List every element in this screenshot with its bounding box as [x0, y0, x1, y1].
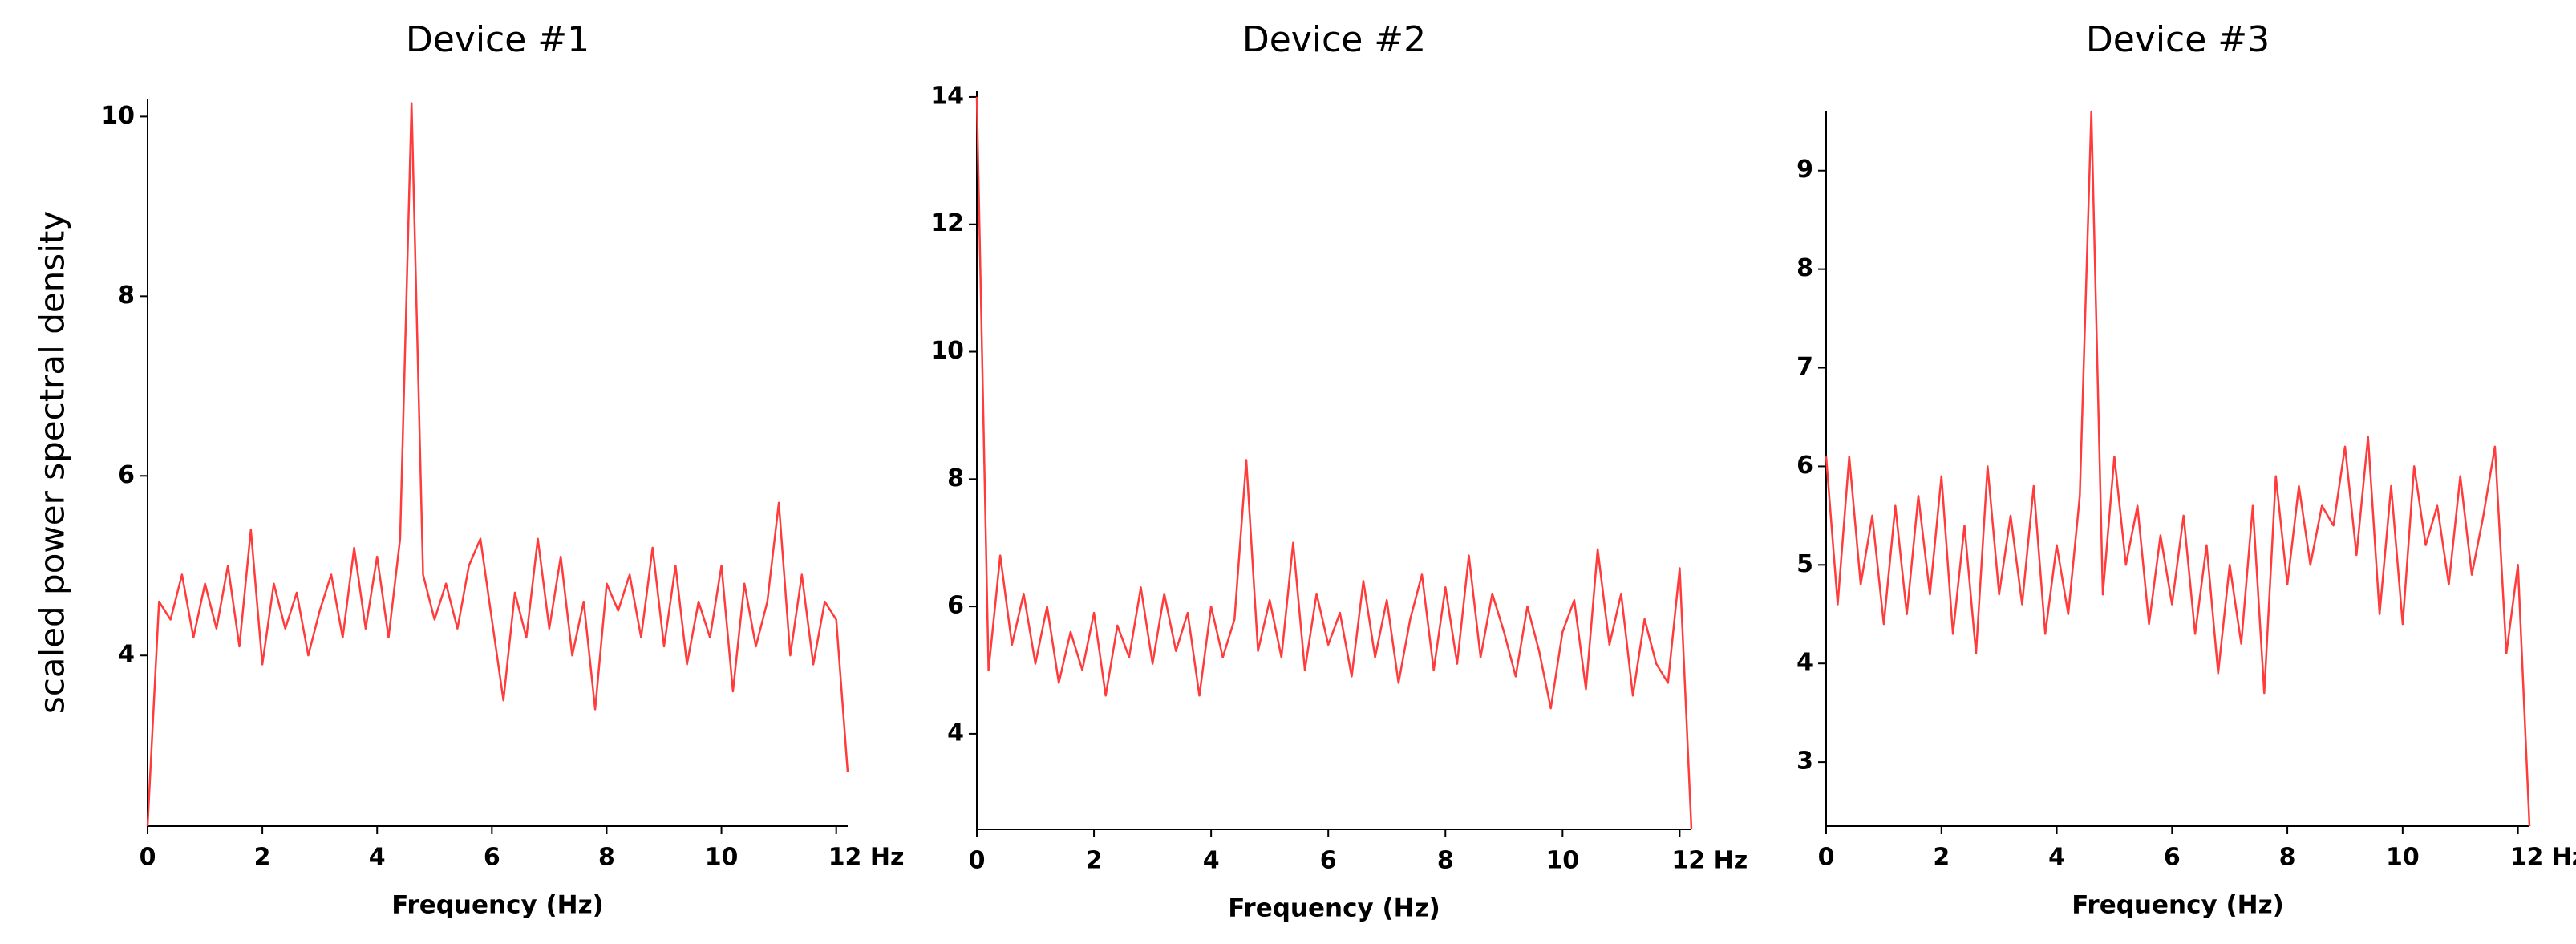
y-tick-label: 10 — [930, 337, 964, 365]
y-tick-label: 5 — [1796, 550, 1813, 578]
y-tick-label: 10 — [101, 102, 135, 130]
x-tick-label: 8 — [2279, 844, 2296, 872]
y-tick-label: 4 — [1796, 649, 1813, 677]
x-tick-label: 4 — [2048, 844, 2065, 872]
y-tick-label: 12 — [930, 209, 964, 237]
x-tick-label: 12 Hz — [828, 844, 905, 872]
y-tick-label: 3 — [1796, 748, 1813, 776]
x-tick-label: 8 — [598, 844, 615, 872]
x-tick-label: 12 Hz — [1671, 847, 1748, 875]
x-axis-label: Frequency (Hz) — [391, 891, 604, 920]
x-tick-label: 2 — [254, 844, 271, 872]
y-tick-label: 6 — [947, 592, 964, 620]
x-tick-label: 10 — [2386, 844, 2420, 872]
y-tick-label: 7 — [1796, 353, 1813, 381]
spectrum-line — [975, 96, 1693, 830]
y-tick-label: 4 — [947, 719, 964, 747]
chart-title: Device #2 — [1242, 19, 1426, 60]
y-tick-label: 8 — [1796, 254, 1813, 282]
y-tick-label: 14 — [930, 82, 964, 110]
x-tick-label: 12 Hz — [2510, 844, 2576, 872]
spectrum-line — [1825, 110, 2531, 827]
x-tick-label: 2 — [1933, 844, 1950, 872]
y-tick-label: 6 — [118, 461, 135, 489]
x-tick-label: 6 — [484, 844, 500, 872]
x-tick-label: 4 — [1203, 847, 1220, 875]
x-tick-label: 0 — [969, 847, 986, 875]
chart-title: Device #3 — [2086, 19, 2270, 60]
y-tick-label: 6 — [1796, 452, 1813, 480]
x-axis-label: Frequency (Hz) — [1228, 894, 1440, 923]
spectrum-line — [146, 102, 849, 827]
x-tick-label: 0 — [1818, 844, 1835, 872]
x-tick-label: 10 — [1545, 847, 1579, 875]
x-tick-label: 2 — [1086, 847, 1103, 875]
x-tick-label: 8 — [1437, 847, 1454, 875]
x-tick-label: 4 — [369, 844, 386, 872]
x-tick-label: 10 — [705, 844, 739, 872]
y-tick-label: 8 — [118, 282, 135, 310]
x-tick-label: 6 — [2164, 844, 2181, 872]
x-axis-label: Frequency (Hz) — [2072, 891, 2284, 920]
x-tick-label: 6 — [1320, 847, 1337, 875]
y-tick-label: 8 — [947, 464, 964, 492]
chart-title: Device #1 — [406, 19, 589, 60]
y-axis-label: scaled power spectral density — [33, 211, 72, 714]
y-tick-label: 4 — [118, 641, 135, 669]
x-tick-label: 0 — [140, 844, 156, 872]
y-tick-label: 9 — [1796, 156, 1813, 184]
